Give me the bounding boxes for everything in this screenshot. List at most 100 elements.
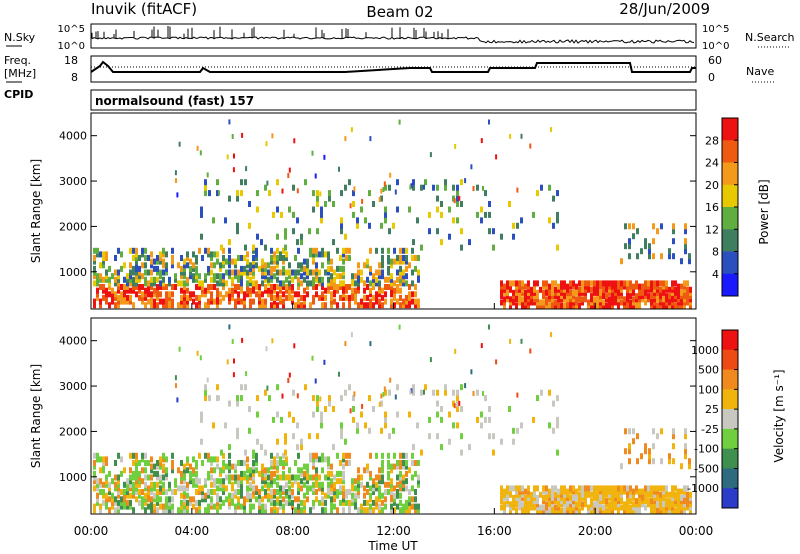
nsearch-tick-bottom: 10^0 [702,41,729,52]
data-cell [135,265,138,272]
data-cell [506,283,509,290]
data-cell [300,265,303,272]
freq-unit: [MHz] [4,67,36,80]
data-cell [348,503,351,510]
data-cell [153,481,156,488]
data-cell [324,406,327,412]
data-cell [665,485,668,492]
data-cell [506,296,509,303]
data-cell [261,291,264,298]
data-cell [93,302,96,309]
data-cell [416,217,419,224]
data-cell [629,488,632,495]
data-cell [195,499,198,506]
data-cell [144,485,147,492]
data-cell [515,289,518,296]
data-cell [282,280,285,287]
data-cell [168,291,171,298]
data-cell [602,299,605,306]
data-cell [249,507,252,514]
data-cell [608,283,611,290]
data-cell [236,395,239,402]
data-cell [644,485,647,492]
data-cell [357,481,360,488]
data-cell [294,302,297,309]
data-cell [387,265,390,272]
data-cell [596,507,599,514]
data-cell [617,504,620,511]
data-cell [521,491,524,498]
data-cell [554,299,557,306]
data-cell [569,283,572,290]
data-cell [551,293,554,300]
data-cell [575,302,578,309]
data-cell [387,474,390,481]
data-cell [99,284,102,290]
data-cell [628,253,631,260]
data-cell [503,507,506,514]
data-cell [168,503,171,510]
data-cell [282,489,285,495]
data-cell [213,467,216,474]
data-cell [357,478,360,485]
data-cell [581,501,584,508]
data-cell [656,433,659,440]
data-cell [150,507,153,514]
data-cell [165,456,168,463]
data-cell [647,491,650,498]
data-cell [444,179,447,186]
data-cell [620,485,623,492]
data-cell [623,485,626,492]
data-cell [399,269,402,276]
data-cell [671,302,674,309]
data-cell [327,485,330,492]
data-cell [258,492,261,499]
data-cell [548,286,551,293]
data-cell [659,286,662,293]
data-cell [530,504,533,511]
data-cell [212,217,215,224]
data-cell [120,496,123,503]
data-cell [207,503,210,510]
data-cell [533,296,536,303]
data-cell [291,503,294,510]
data-cell [545,289,548,296]
data-cell [220,244,223,251]
data-cell [653,485,656,492]
data-cell [408,291,411,298]
data-cell [405,485,408,492]
velocity-data-cells [93,324,692,514]
data-cell [240,276,243,283]
data-cell [339,460,342,466]
data-cell [533,289,536,296]
data-cell [141,456,144,463]
data-cell [566,498,569,505]
data-cell [503,488,506,495]
data-cell [102,456,105,463]
data-cell [689,293,692,300]
data-cell [593,289,596,296]
data-cell [189,474,192,481]
data-cell [255,284,258,290]
data-cell [204,389,207,396]
data-cell [222,499,225,506]
time-tick-label: 04:00 [175,524,210,538]
data-cell [216,463,219,470]
data-cell [320,211,323,218]
data-cell [249,492,252,499]
data-cell [276,206,279,213]
data-cell [189,496,192,503]
data-cell [440,211,443,218]
data-cell [120,291,123,298]
data-cell [282,470,285,477]
data-cell [210,496,213,503]
data-cell [93,470,96,477]
data-cell [587,283,590,290]
data-cell [153,463,156,470]
data-cell [178,141,181,147]
data-cell [255,489,258,495]
data-cell [617,283,620,290]
data-cell [417,507,420,514]
data-cell [171,496,174,503]
data-cell [624,243,627,250]
